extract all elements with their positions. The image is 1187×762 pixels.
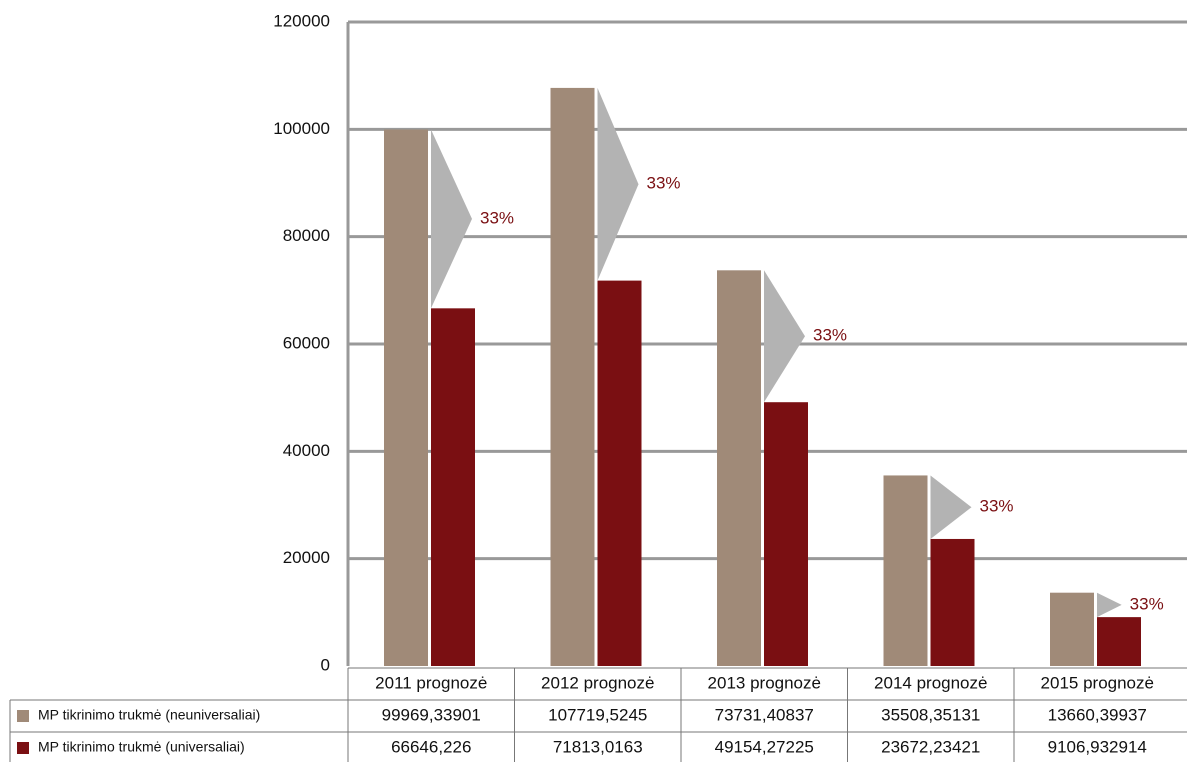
reduction-label: 33% <box>647 174 681 193</box>
reduction-label: 33% <box>980 497 1014 516</box>
x-tick-label: 2015 prognozė <box>1041 673 1154 692</box>
table-cell: 99969,33901 <box>382 705 481 724</box>
reduction-arrow <box>930 475 972 539</box>
table-cell: 13660,39937 <box>1048 705 1147 724</box>
y-tick-label: 20000 <box>283 548 330 567</box>
table-cell: 49154,27225 <box>715 737 814 756</box>
legend-label: MP tikrinimo trukmė (neuniversaliai) <box>38 707 260 723</box>
table-cell: 66646,226 <box>391 737 471 756</box>
bar <box>883 475 928 666</box>
y-tick-label: 0 <box>321 655 330 674</box>
bar <box>384 129 428 667</box>
table-cell: 23672,23421 <box>881 737 980 756</box>
bar <box>431 308 475 666</box>
table-cell: 73731,40837 <box>715 705 814 724</box>
bar <box>1097 617 1141 666</box>
reduction-label: 33% <box>1130 594 1164 613</box>
reduction-arrow <box>1097 592 1122 618</box>
x-tick-label: 2014 prognozė <box>874 673 987 692</box>
bar <box>597 280 642 666</box>
table-cell: 9106,932914 <box>1048 737 1147 756</box>
y-tick-label: 60000 <box>283 333 330 352</box>
x-tick-label: 2011 prognozė <box>375 673 487 692</box>
x-tick-label: 2013 prognozė <box>708 673 821 692</box>
table-cell: 71813,0163 <box>553 737 643 756</box>
bar <box>930 538 975 666</box>
x-tick-label: 2012 prognozė <box>541 673 654 692</box>
bar <box>1050 592 1094 666</box>
reduction-label: 33% <box>480 208 514 227</box>
table-cell: 107719,5245 <box>548 705 647 724</box>
reduction-label: 33% <box>813 326 847 345</box>
bar <box>717 270 761 666</box>
y-tick-label: 120000 <box>273 11 330 30</box>
legend-key <box>17 710 29 722</box>
reduction-arrow <box>597 87 639 281</box>
y-tick-label: 80000 <box>283 226 330 245</box>
bar <box>764 402 808 666</box>
bar <box>550 87 595 667</box>
y-tick-label: 100000 <box>273 119 330 138</box>
y-tick-label: 40000 <box>283 441 330 460</box>
reduction-arrow <box>431 129 472 309</box>
legend-label: MP tikrinimo trukmė (universaliai) <box>38 739 245 755</box>
table-cell: 35508,35131 <box>881 705 980 724</box>
legend-key <box>17 742 29 754</box>
reduction-arrow <box>764 270 805 403</box>
